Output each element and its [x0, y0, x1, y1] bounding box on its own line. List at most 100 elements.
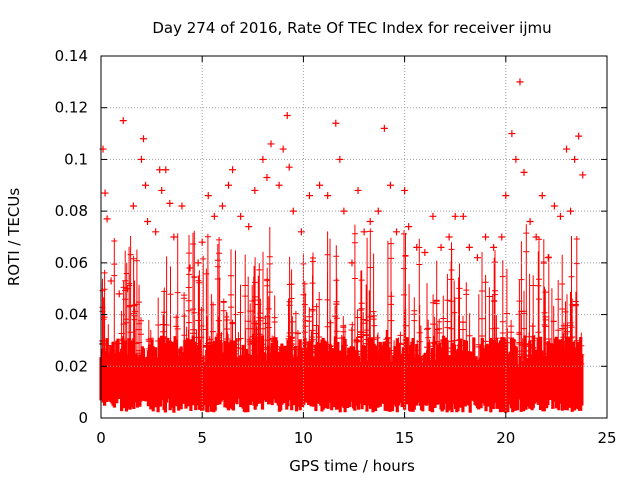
data-point	[156, 166, 164, 174]
data-point	[508, 130, 516, 138]
data-point	[140, 135, 148, 143]
data-point	[575, 132, 583, 140]
data-point	[550, 202, 558, 210]
data-point	[340, 207, 348, 215]
plot-frame	[100, 55, 608, 419]
data-point	[162, 166, 170, 174]
data-point	[123, 285, 131, 293]
data-point	[336, 155, 344, 163]
x-tick-label: 20	[496, 429, 515, 447]
data-point	[498, 233, 506, 241]
y-tick-label: 0.02	[55, 357, 88, 375]
data-point	[166, 199, 174, 207]
data-point	[421, 249, 429, 257]
data-point	[275, 181, 283, 189]
data-point	[178, 202, 186, 210]
data-point	[332, 119, 340, 127]
data-point	[437, 243, 445, 251]
data-point	[142, 181, 150, 189]
data-point	[198, 238, 206, 246]
data-point	[360, 228, 368, 236]
data-point	[119, 117, 127, 125]
data-point	[194, 259, 202, 267]
data-point	[532, 233, 540, 241]
y-tick-label: 0.14	[55, 47, 88, 65]
data-point	[401, 186, 409, 194]
x-tick-label: 25	[597, 429, 616, 447]
data-point	[101, 189, 109, 197]
data-point	[512, 155, 520, 163]
data-point	[465, 243, 473, 251]
data-point	[386, 181, 394, 189]
x-tick-label: 5	[197, 429, 207, 447]
data-point	[137, 155, 145, 163]
y-tick-label: 0.1	[64, 150, 88, 168]
y-tick-label: 0.08	[55, 202, 88, 220]
data-point	[393, 228, 401, 236]
data-point	[186, 264, 194, 272]
data-point	[473, 254, 481, 262]
data-point	[283, 111, 291, 119]
y-tick-label: 0.04	[55, 306, 88, 324]
gridlines	[101, 56, 607, 418]
data-point	[259, 155, 267, 163]
data-point	[520, 168, 528, 176]
data-point	[103, 215, 111, 223]
y-tick-label: 0.12	[55, 99, 88, 117]
data-point	[544, 254, 552, 262]
data-point	[490, 243, 498, 251]
data-point	[429, 212, 437, 220]
data-point	[405, 223, 413, 231]
y-tick-label: 0	[78, 409, 88, 427]
data-point	[204, 192, 212, 200]
data-point	[170, 233, 178, 241]
data-point	[374, 207, 382, 215]
data-point	[229, 166, 237, 174]
data-point	[129, 202, 137, 210]
data-point	[107, 277, 115, 285]
data-point	[218, 202, 226, 210]
y-tick-label: 0.06	[55, 254, 88, 272]
data-point	[144, 217, 152, 225]
data-point	[451, 212, 459, 220]
data-points	[99, 78, 587, 298]
data-point	[245, 223, 253, 231]
data-point	[263, 174, 271, 182]
data-point	[237, 212, 245, 220]
data-point	[289, 207, 297, 215]
data-point	[445, 233, 453, 241]
data-point	[279, 145, 287, 153]
data-point	[538, 192, 546, 200]
x-tick-label: 10	[294, 429, 313, 447]
axis-ticks	[100, 55, 608, 419]
data-point	[567, 207, 575, 215]
data-point	[152, 228, 160, 236]
data-point	[348, 259, 356, 267]
data-point	[380, 124, 388, 132]
data-point	[459, 212, 467, 220]
data-point	[225, 181, 233, 189]
data-point	[115, 290, 123, 298]
data-point	[305, 192, 313, 200]
x-axis-label: GPS time / hours	[289, 457, 415, 475]
data-point	[563, 145, 571, 153]
data-point	[579, 171, 587, 179]
data-point	[556, 212, 564, 220]
data-point	[413, 243, 421, 251]
data-point	[251, 186, 259, 194]
data-point	[366, 217, 374, 225]
data-point	[354, 186, 362, 194]
data-point	[267, 140, 275, 148]
axis-tick-labels: 0 5 10 15 20 25 0 0.02 0.04 0.06 0.08 0.1 0.12 0.14	[55, 47, 617, 447]
data-point	[285, 163, 293, 171]
data-point	[571, 155, 579, 163]
data-point	[482, 233, 490, 241]
data-point	[210, 212, 218, 220]
data-point	[526, 217, 534, 225]
data-point	[297, 228, 305, 236]
y-axis-label: ROTI / TECUs	[5, 188, 23, 286]
data-point	[316, 181, 324, 189]
data-point	[158, 186, 166, 194]
x-tick-label: 15	[395, 429, 414, 447]
data-point	[516, 78, 524, 86]
